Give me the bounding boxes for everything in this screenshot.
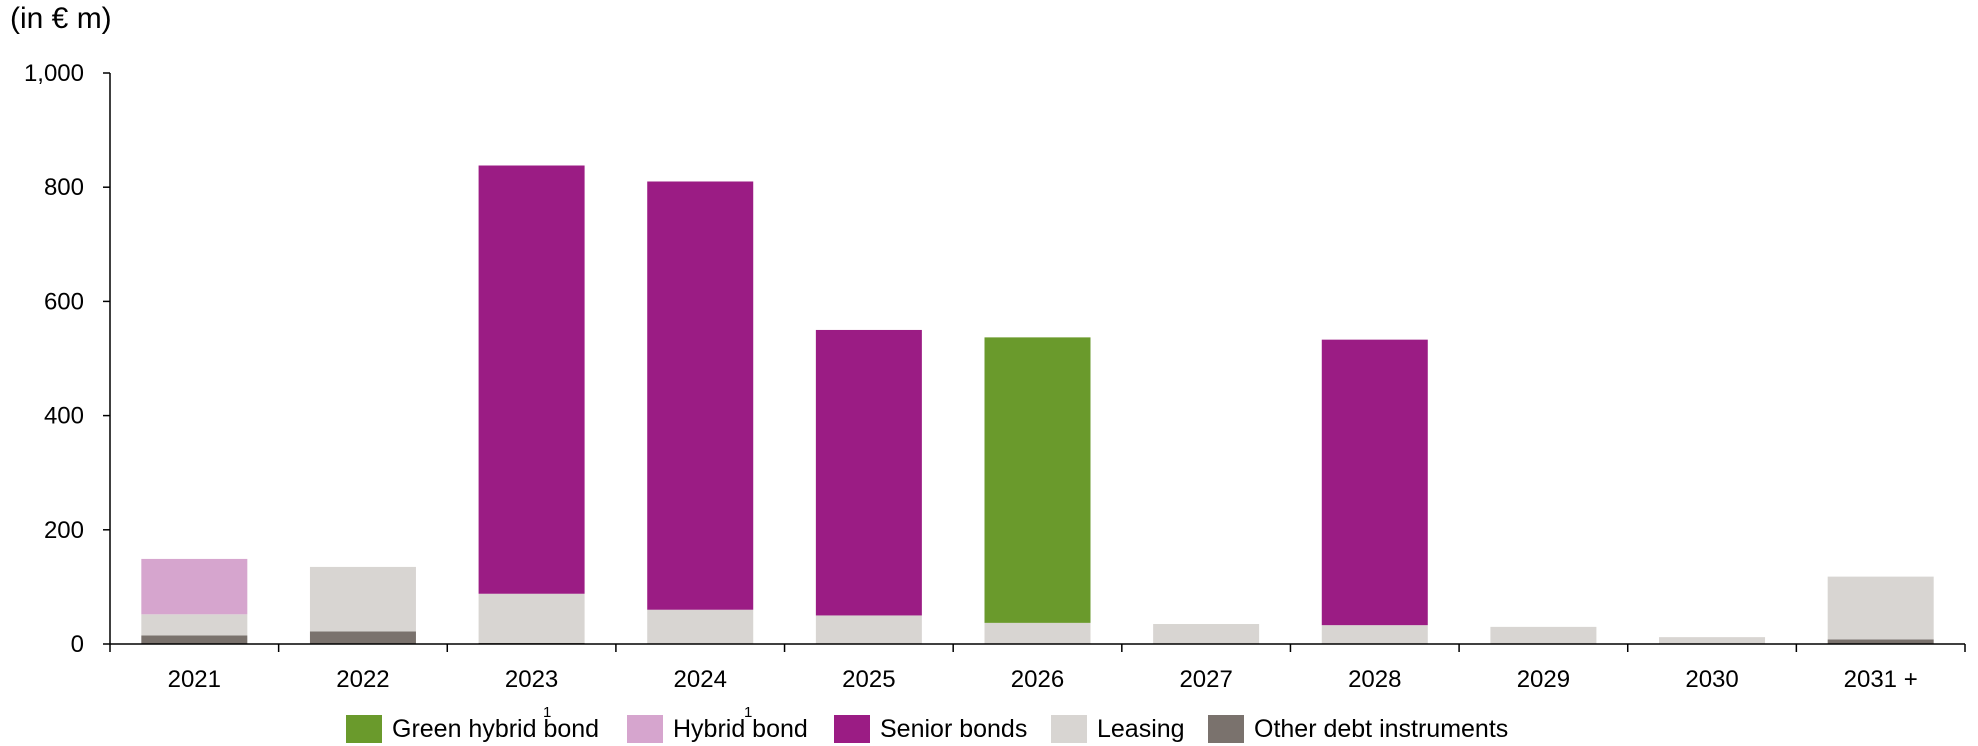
bar-leasing [309,566,416,632]
legend-label: Green hybrid bond [392,714,600,743]
bar-other-debt-instruments [141,635,248,644]
bar-leasing [1321,625,1428,644]
plot-area: 0 200 400 600 800 1,000 2021 2022 2023 2024 2025 20… [24,60,1966,693]
legend-footnote-marker: 1 [543,704,552,721]
legend-swatch [834,715,870,743]
x-tick-label: 2026 [1011,666,1064,693]
legend-label: Leasing [1097,714,1185,743]
bar-leasing [815,615,922,644]
x-tick-label: 2031 + [1844,666,1918,693]
legend-swatch [627,715,663,743]
bar-leasing [647,609,754,644]
bar-other-debt-instruments [1827,639,1934,644]
bar-leasing [1153,624,1260,644]
x-tick-label: 2028 [1348,666,1401,693]
x-tick-label: 2024 [674,666,727,693]
y-tick-label: 0 [71,631,84,658]
legend-item-hybrid-bond: Hybrid bond 1 [627,704,808,746]
x-tick-label: 2030 [1685,666,1738,693]
bar-senior-bonds [647,181,754,610]
unit-label: (in € m) [10,2,112,35]
bar-hybrid-bond [141,558,248,615]
legend-swatch [1051,715,1087,743]
bar-leasing [984,622,1091,644]
legend: Green hybrid bond 1 Hybrid bond 1 Senior bon… [0,704,1978,746]
legend-item-senior-bonds: Senior bonds [834,712,1027,746]
legend-item-green-hybrid-bond: Green hybrid bond 1 [346,704,600,746]
legend-footnote-marker: 1 [744,704,753,721]
x-tick-label: 2025 [842,666,895,693]
bar-leasing [1490,626,1597,644]
legend-swatch [346,715,382,743]
legend-label: Hybrid bond [673,714,808,743]
x-tick-label: 2027 [1179,666,1232,693]
bar-senior-bonds [815,329,922,616]
legend-item-other-debt-instruments: Other debt instruments [1208,712,1508,746]
bar-senior-bonds [1321,339,1428,626]
bar-other-debt-instruments [309,631,416,644]
x-tick-label: 2029 [1517,666,1570,693]
bar-leasing [1659,637,1766,644]
legend-label: Other debt instruments [1254,714,1509,743]
bar-senior-bonds [478,165,585,594]
x-tick-label: 2021 [168,666,221,693]
bar-leasing [478,593,585,643]
legend-item-leasing: Leasing [1051,712,1185,746]
x-tick-label: 2022 [336,666,389,693]
y-tick-label: 1,000 [24,60,84,87]
y-tick-label: 400 [44,403,84,430]
y-tick-label: 800 [44,174,84,201]
legend-label: Senior bonds [880,714,1028,743]
y-tick-label: 600 [44,288,84,315]
bar-green-hybrid-bond [984,337,1091,623]
bar-leasing [141,614,248,636]
y-tick-label: 200 [44,517,84,544]
x-tick-label: 2023 [505,666,558,693]
legend-swatch [1208,715,1244,743]
bar-leasing [1827,576,1934,640]
